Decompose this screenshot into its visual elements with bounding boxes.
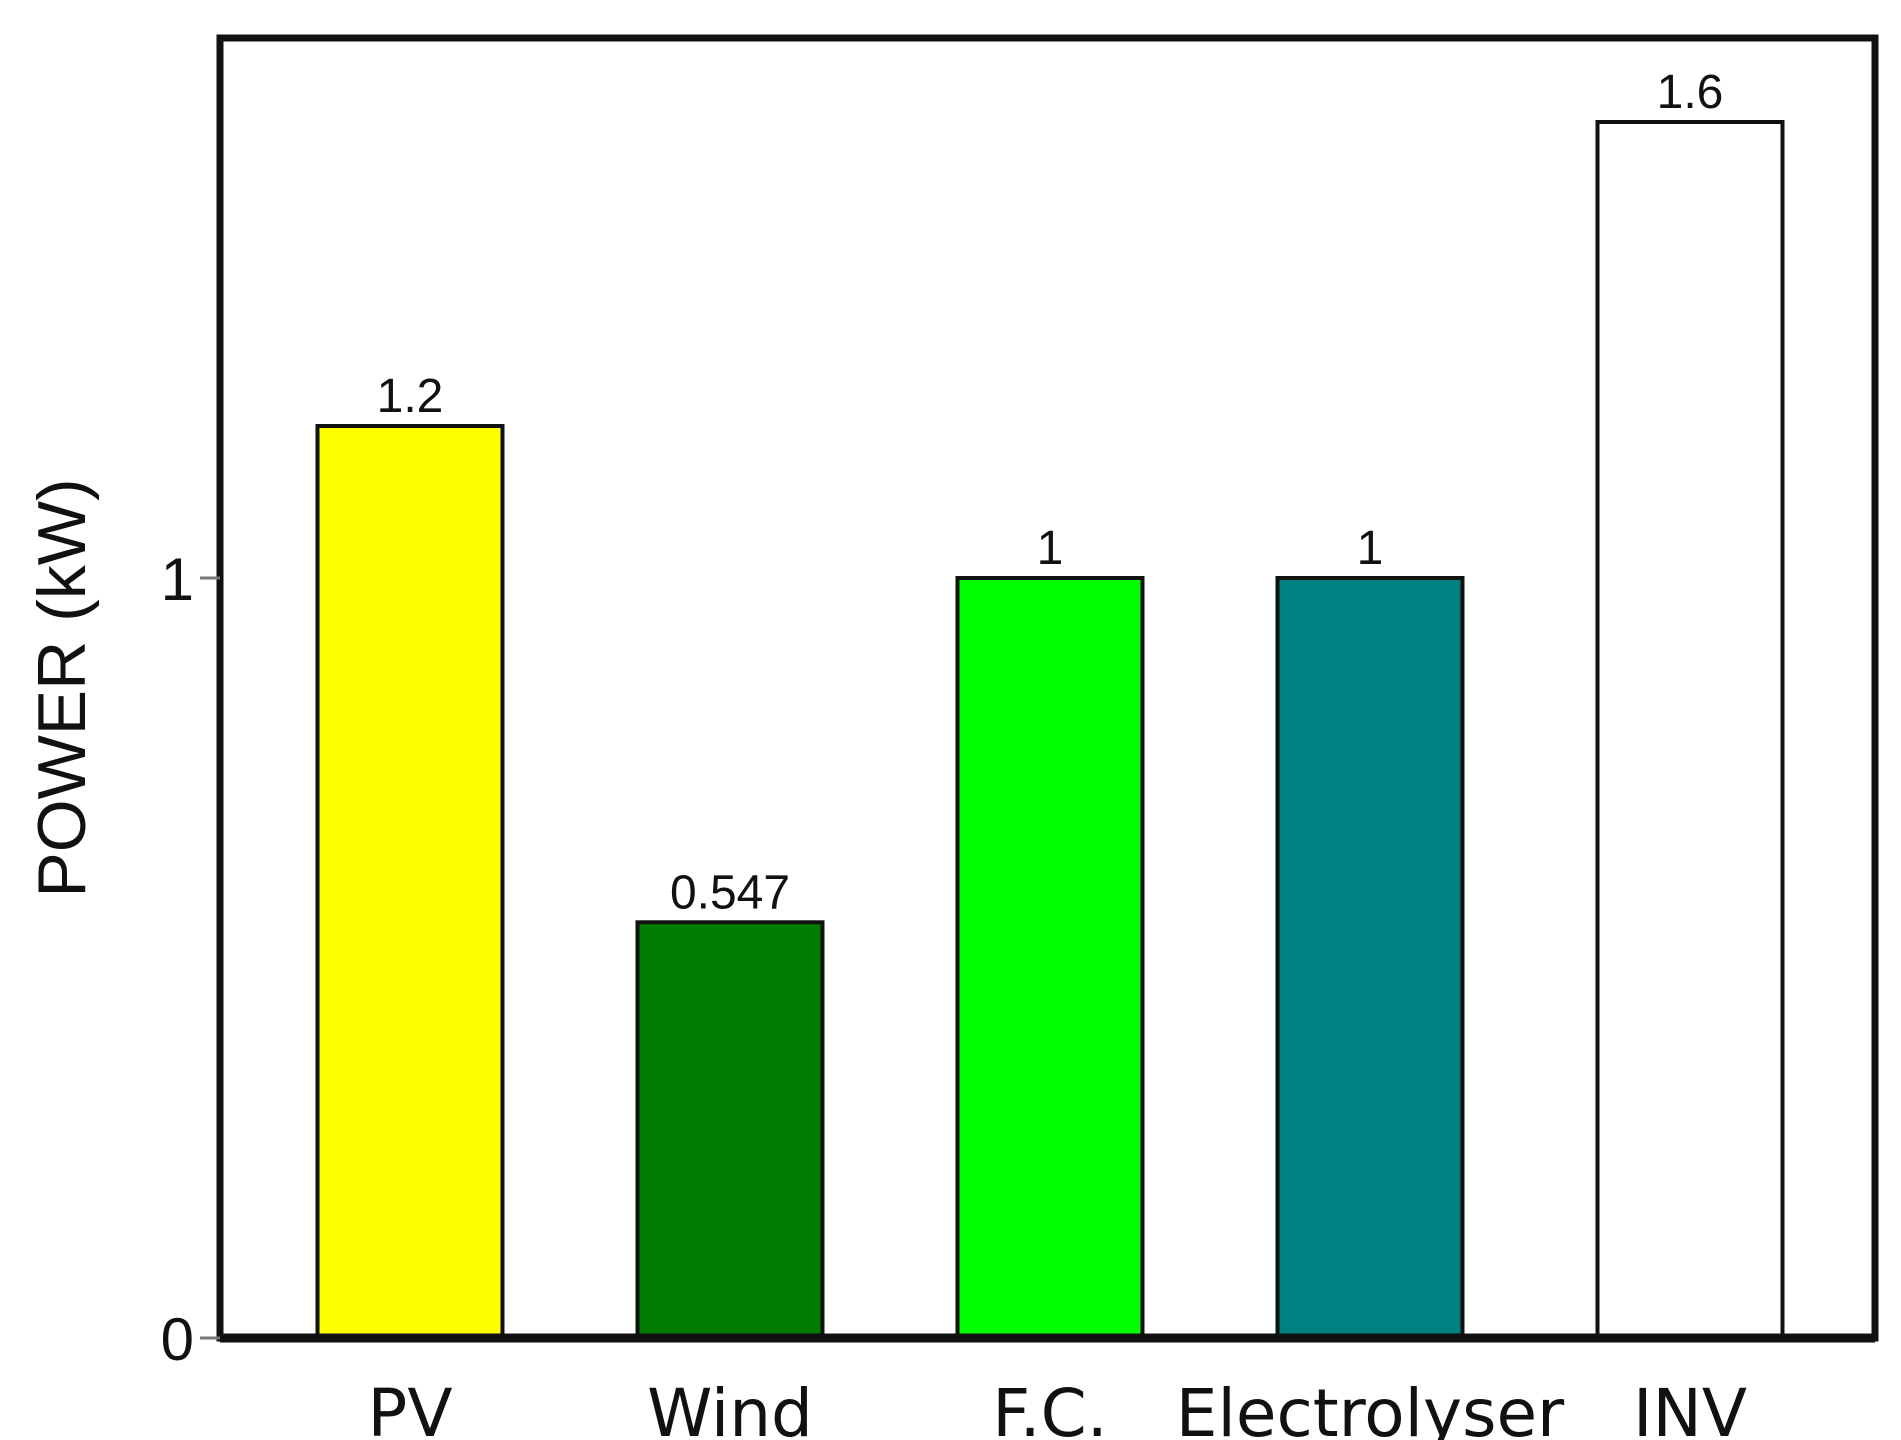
data-label-f-c: 1 (1037, 522, 1064, 575)
y-tick-label-1: 1 (161, 546, 194, 613)
category-label-inv: INV (1633, 1375, 1747, 1440)
category-label-wind: Wind (647, 1375, 813, 1440)
category-label-pv: PV (368, 1375, 453, 1440)
bar-inv (1595, 120, 1785, 1340)
y-tick-label-0: 0 (161, 1306, 194, 1373)
data-label-wind: 0.547 (670, 866, 790, 919)
data-label-inv: 1.6 (1657, 66, 1724, 119)
y-ticks-layer: 01 (161, 546, 1875, 1373)
bar-wind (635, 920, 825, 1341)
data-label-electrolyser: 1 (1357, 522, 1384, 575)
bars-layer (315, 120, 1785, 1341)
category-label-f-c: F.C. (992, 1375, 1107, 1440)
bar-pv (315, 424, 505, 1340)
bar-f-c (955, 576, 1145, 1340)
data-label-pv: 1.2 (377, 370, 444, 423)
bar-electrolyser (1275, 576, 1465, 1340)
labels-layer: 1.2 PV 0.547 Wind 1 F.C. 1 Electrolyser 1.6 INV (368, 66, 1747, 1440)
y-axis-title: POWER (kW) (24, 478, 100, 897)
category-label-electrolyser: Electrolyser (1176, 1375, 1565, 1440)
